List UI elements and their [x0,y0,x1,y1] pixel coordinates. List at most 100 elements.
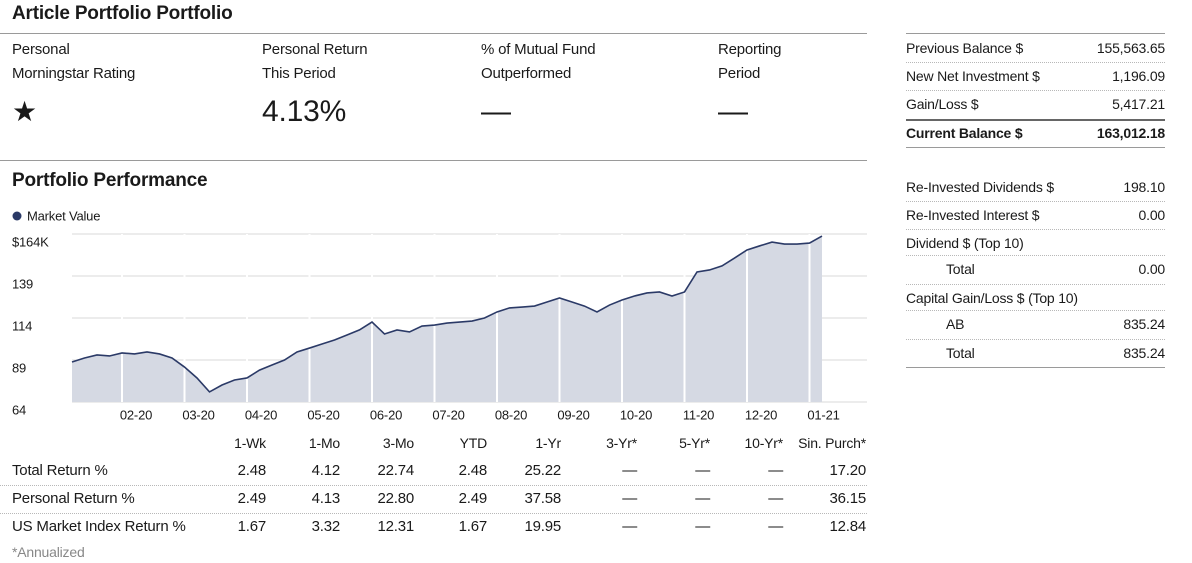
income-item-label: Total [946,261,975,277]
separator [906,119,1165,121]
cell: 22.80 [377,490,414,507]
income-item-label: AB [946,316,965,332]
cell: 4.13 [311,490,341,507]
income-value: 0.00 [1138,207,1166,223]
income-label: Re-Invested Dividends $ [906,179,1054,195]
income-label: Dividend $ (Top 10) [906,235,1024,251]
separator [906,62,1165,63]
area [72,236,822,402]
separator [906,339,1165,340]
x-tick-label: 10-20 [620,407,652,422]
cell: 2.49 [237,490,267,507]
current-value: 163,012.18 [1096,125,1165,141]
summary-label: Reporting [718,41,782,58]
y-tick-label: 64 [12,402,26,417]
y-tick-label: 139 [12,276,33,291]
cell: — [622,462,637,479]
cell: — [695,490,710,507]
x-tick-label: 11-20 [683,407,714,422]
separator [0,485,867,486]
summary-label: Outperformed [481,65,572,82]
income-item-label: Total [946,345,975,361]
summary-label: Personal [12,41,70,58]
x-tick-label: 03-20 [182,407,214,422]
cell: 36.15 [829,490,866,507]
cell: 1.67 [237,518,267,535]
cell: — [768,490,783,507]
legend-marker [12,211,22,221]
income-label: Re-Invested Interest $ [906,207,1040,223]
footnote: *Annualized [12,544,85,560]
cell: 2.48 [237,462,267,479]
cell: 2.49 [458,490,488,507]
separator [0,160,867,161]
row-label: Personal Return % [12,490,135,507]
summary-value: ★ [12,96,37,127]
cell: 12.84 [829,518,866,535]
x-tick-label: 04-20 [245,407,277,422]
balance-value: 1,196.09 [1112,68,1165,84]
current-label: Current Balance $ [906,125,1023,141]
column-header: 10-Yr* [744,435,784,451]
x-tick-label: 01-21 [807,407,839,422]
x-tick-label: 08-20 [495,407,527,422]
line [71,235,823,393]
cell: 17.20 [829,462,866,479]
cell: 3.32 [311,518,341,535]
cell: 12.31 [377,518,414,535]
column-header: 3-Yr* [606,435,637,451]
separator [0,513,867,514]
income-item-value: 835.24 [1123,316,1165,332]
cell: 2.48 [458,462,488,479]
separator [906,229,1165,230]
separator [906,33,1165,34]
cell: — [622,518,637,535]
x-tick-label: 05-20 [307,407,339,422]
income-item-value: 0.00 [1138,261,1166,277]
cell: 1.67 [458,518,488,535]
balance-label: Previous Balance $ [906,40,1024,56]
summary-label: Personal Return [262,41,368,58]
cell: 25.22 [524,462,561,479]
column-header: 1-Wk [234,435,266,451]
column-header: Sin. Purch* [798,435,866,451]
cell: — [695,518,710,535]
summary-label: Morningstar Rating [12,65,136,82]
income-value: 198.10 [1123,179,1165,195]
separator [906,310,1165,311]
income-label: Capital Gain/Loss $ (Top 10) [906,290,1078,306]
summary-label: Period [718,65,761,82]
cell: 37.58 [524,490,561,507]
separator [906,90,1165,91]
column-header: 3-Mo [382,435,414,451]
separator [906,147,1165,148]
balance-label: Gain/Loss $ [906,96,979,112]
x-tick-label: 07-20 [432,407,464,422]
column-header: 1-Mo [308,435,340,451]
column-header: 5-Yr* [679,435,710,451]
column-header: 1-Yr [535,435,561,451]
income-item-value: 835.24 [1123,345,1165,361]
x-tick-label: 09-20 [557,407,589,422]
separator [906,367,1165,368]
x-tick-label: 12-20 [745,407,777,422]
chart-title: Portfolio Performance [12,170,208,191]
balance-value: 155,563.65 [1096,40,1165,56]
cell: 19.95 [524,518,561,535]
separator [906,255,1165,256]
cell: 4.12 [311,462,341,479]
balance-value: 5,417.21 [1112,96,1165,112]
cell: — [768,518,783,535]
cell: — [622,490,637,507]
x-tick-label: 06-20 [370,407,402,422]
page-title: Article Portfolio Portfolio [12,3,233,24]
balance-label: New Net Investment $ [906,68,1040,84]
summary-label: % of Mutual Fund [481,41,596,58]
cell: — [695,462,710,479]
separator [906,284,1165,285]
y-tick-label: 114 [12,318,32,333]
row-label: Total Return % [12,462,108,479]
y-tick-label: 89 [12,360,26,375]
